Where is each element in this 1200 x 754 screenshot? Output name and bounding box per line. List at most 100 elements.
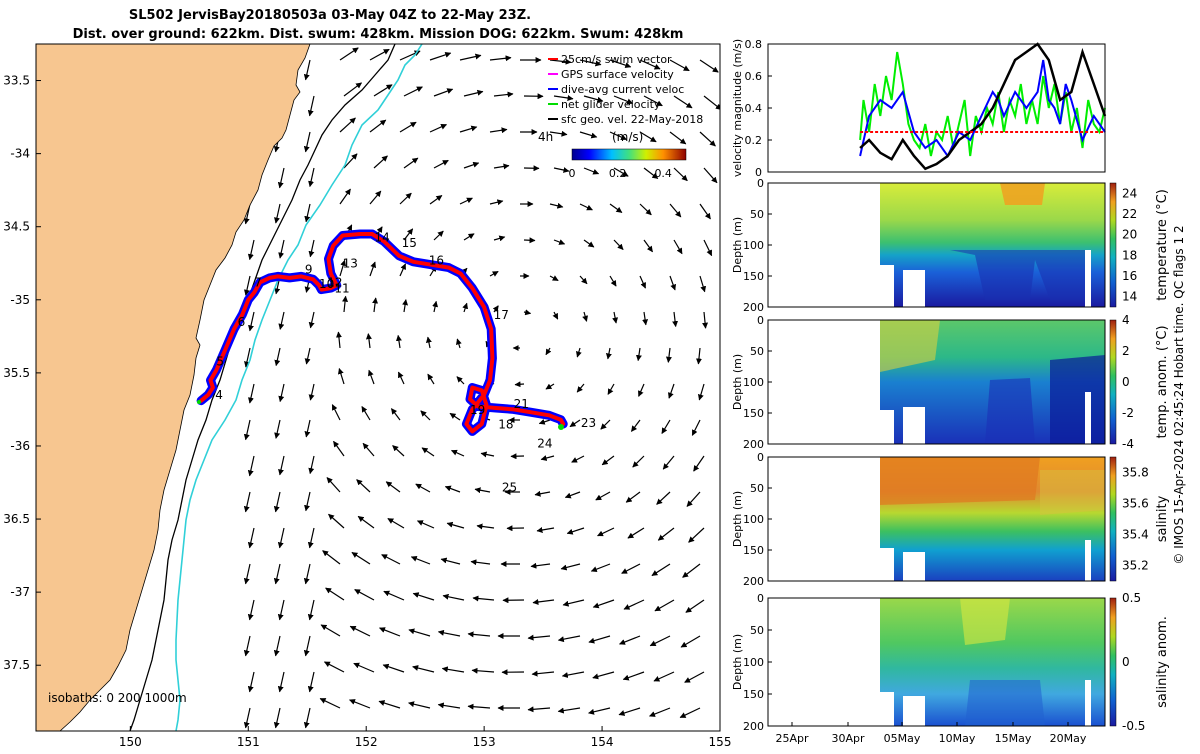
day-label: 25 bbox=[502, 480, 517, 494]
colorbar-tick-label: 0 bbox=[1122, 375, 1130, 389]
depth-tick-label: 0 bbox=[757, 177, 764, 190]
track-end-marker bbox=[558, 424, 564, 430]
time-tick-label: 10May bbox=[939, 732, 976, 745]
depth-tick-label: 200 bbox=[743, 301, 764, 314]
depth-tick-label: 50 bbox=[750, 208, 764, 221]
day-label: 14 bbox=[374, 230, 389, 244]
colorbar-extra-label: 4h bbox=[538, 130, 553, 144]
salinity-anomaly-panel bbox=[768, 598, 1105, 726]
day-label: 13 bbox=[343, 257, 358, 271]
map-xtick-label: 150 bbox=[119, 735, 142, 749]
map-ytick-label: 34.5 bbox=[3, 220, 30, 234]
map-xtick-label: 152 bbox=[355, 735, 378, 749]
colorbar-tick-label: 35.6 bbox=[1122, 497, 1149, 511]
depth-tick-label: 200 bbox=[743, 575, 764, 588]
depth-tick-label: 150 bbox=[743, 544, 764, 557]
heatmap-colorbar bbox=[1110, 183, 1116, 307]
salinity-panel bbox=[768, 457, 1105, 581]
depth-tick-label: 0 bbox=[757, 592, 764, 605]
depth-axis-label: Depth (m) bbox=[731, 634, 744, 690]
map-ytick-label: 37.5 bbox=[3, 658, 30, 672]
time-tick-label: 30Apr bbox=[831, 732, 865, 745]
map-ytick-label: 35.5 bbox=[3, 366, 30, 380]
day-label: 17 bbox=[494, 308, 509, 322]
time-tick-label: 20May bbox=[1050, 732, 1087, 745]
depth-tick-label: 200 bbox=[743, 438, 764, 451]
depth-tick-label: 0 bbox=[757, 314, 764, 327]
title-line-2: Dist. over ground: 622km. Dist. swum: 42… bbox=[73, 27, 684, 42]
day-label: 6 bbox=[238, 315, 246, 329]
day-label: 21 bbox=[514, 397, 529, 411]
velocity-ytick-label: 0.2 bbox=[745, 134, 763, 147]
time-tick-label: 05May bbox=[884, 732, 921, 745]
colorbar-tick-label: 4 bbox=[1122, 313, 1130, 327]
depth-tick-label: 50 bbox=[750, 482, 764, 495]
depth-tick-label: 0 bbox=[757, 451, 764, 464]
colorbar-label: salinity bbox=[1155, 495, 1170, 542]
track-start-marker bbox=[197, 400, 201, 404]
colorbar-tick-label: 18 bbox=[1122, 248, 1137, 262]
velocity-ylabel: velocity magnitude (m/s) bbox=[731, 39, 744, 177]
day-label: 18 bbox=[498, 417, 513, 431]
right-panels: 00.20.40.60.8 velocity magnitude (m/s) bbox=[731, 38, 1170, 745]
title-line-1: SL502 JervisBay20180503a 03-May 04Z to 2… bbox=[129, 8, 531, 23]
depth-tick-label: 100 bbox=[743, 656, 764, 669]
map-ytick-label: 36.5 bbox=[3, 512, 30, 526]
velocity-panel: 00.20.40.60.8 velocity magnitude (m/s) bbox=[731, 38, 1105, 179]
colorbar-gradient bbox=[572, 149, 686, 160]
map-xtick-label: 151 bbox=[237, 735, 260, 749]
isobaths-label: isobaths: 0 200 1000m bbox=[48, 691, 187, 705]
time-tick-label: 25Apr bbox=[775, 732, 809, 745]
colorbar-tick: 0.4 bbox=[654, 167, 672, 180]
depth-axis-label: Depth (m) bbox=[731, 491, 744, 547]
map-ytick-label: -37 bbox=[10, 585, 30, 599]
colorbar-tick: 0.2 bbox=[609, 167, 627, 180]
day-label: 7 bbox=[254, 276, 262, 290]
colorbar-tick-label: -2 bbox=[1122, 406, 1134, 420]
depth-axis-label: Depth (m) bbox=[731, 354, 744, 410]
day-label: 12 bbox=[327, 276, 342, 290]
colorbar-tick: 0 bbox=[569, 167, 576, 180]
colorbar-tick-label: 35.8 bbox=[1122, 466, 1149, 480]
depth-tick-label: 100 bbox=[743, 239, 764, 252]
velocity-ytick-label: 0.6 bbox=[745, 70, 763, 83]
temperature-panel bbox=[768, 183, 1105, 307]
colorbar-tick-label: -4 bbox=[1122, 437, 1134, 451]
colorbar-unit-label: (m/s) bbox=[612, 130, 643, 144]
map-ytick-label: -36 bbox=[10, 439, 30, 453]
heatmap-colorbar bbox=[1110, 598, 1116, 726]
map-xtick-label: 154 bbox=[591, 735, 614, 749]
colorbar-tick-label: 35.2 bbox=[1122, 559, 1149, 573]
colorbar-tick-label: 35.4 bbox=[1122, 528, 1149, 542]
colorbar-label: temperature (°C) bbox=[1155, 189, 1170, 301]
legend-entry: GPS surface velocity bbox=[561, 68, 674, 81]
legend-entry: 25cm/s swim vector bbox=[561, 53, 672, 66]
colorbar-tick-label: 0 bbox=[1122, 655, 1130, 669]
colorbar-tick-label: 16 bbox=[1122, 269, 1137, 283]
depth-tick-label: 200 bbox=[743, 720, 764, 733]
colorbar-tick-label: 14 bbox=[1122, 290, 1137, 304]
colorbar-tick-label: 2 bbox=[1122, 344, 1130, 358]
day-label: 23 bbox=[581, 416, 596, 430]
map-ytick-label: -34 bbox=[10, 147, 30, 161]
time-tick-label: 15May bbox=[995, 732, 1032, 745]
legend-entry: sfc geo. vel. 22-May-2018 bbox=[561, 113, 703, 126]
colorbar-label: temp. anom. (°C) bbox=[1155, 325, 1170, 438]
day-label: 4 bbox=[215, 388, 223, 402]
day-label: 15 bbox=[402, 236, 417, 250]
colorbar-tick-label: 0.5 bbox=[1122, 591, 1141, 605]
day-label: 19 bbox=[470, 403, 485, 417]
depth-tick-label: 50 bbox=[750, 624, 764, 637]
velocity-ytick-label: 0.4 bbox=[745, 102, 763, 115]
temp-anomaly-panel bbox=[768, 320, 1105, 444]
depth-tick-label: 100 bbox=[743, 376, 764, 389]
day-label: 5 bbox=[216, 355, 224, 369]
map-ytick-label: -35 bbox=[10, 293, 30, 307]
temperature-warm-patch bbox=[1000, 183, 1045, 205]
map-xtick-label: 155 bbox=[709, 735, 732, 749]
day-label: 24 bbox=[537, 436, 552, 450]
colorbar-tick-label: 22 bbox=[1122, 207, 1137, 221]
velocity-series-line bbox=[860, 52, 1105, 156]
